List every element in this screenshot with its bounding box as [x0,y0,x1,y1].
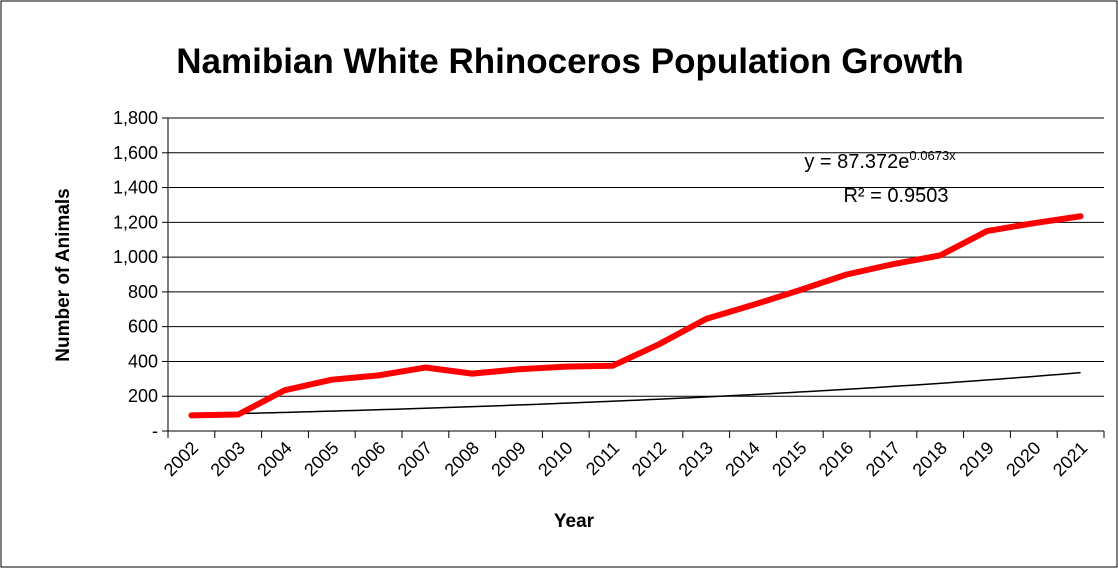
y-tick-label: 1,200 [113,212,158,232]
chart-title: Namibian White Rhinoceros Population Gro… [176,42,964,81]
y-tick-label: 1,800 [113,108,158,128]
x-axis-title: Year [554,511,595,532]
trendline [191,371,1081,416]
trendline-equation-exponent: 0.0673x [909,148,956,163]
y-tick-label: 800 [128,282,158,302]
trendline-group [191,371,1081,416]
y-axis-ticks: - 200 400 600 800 1,000 1,200 1,400 1,600 1,800 [113,108,168,441]
y-tick-label: - [152,421,158,441]
trendline-r-squared: R² = 0.9503 [843,185,948,207]
trendline-equation: y = 87.372e0.0673x [804,148,956,173]
y-tick-label: 1,400 [113,178,158,198]
series-group [188,213,1084,419]
y-tick-label: 1,600 [113,143,158,163]
axes [167,118,1104,432]
trendline-equation-base: y = 87.372e [804,151,909,173]
y-tick-label: 600 [128,317,158,337]
y-axis-title: Number of Animals [53,188,74,362]
y-tick-label: 200 [128,386,158,406]
y-tick-label: 400 [128,351,158,371]
gridlines [168,117,1104,397]
y-tick-label: 1,000 [113,247,158,267]
series-line [188,213,1084,419]
